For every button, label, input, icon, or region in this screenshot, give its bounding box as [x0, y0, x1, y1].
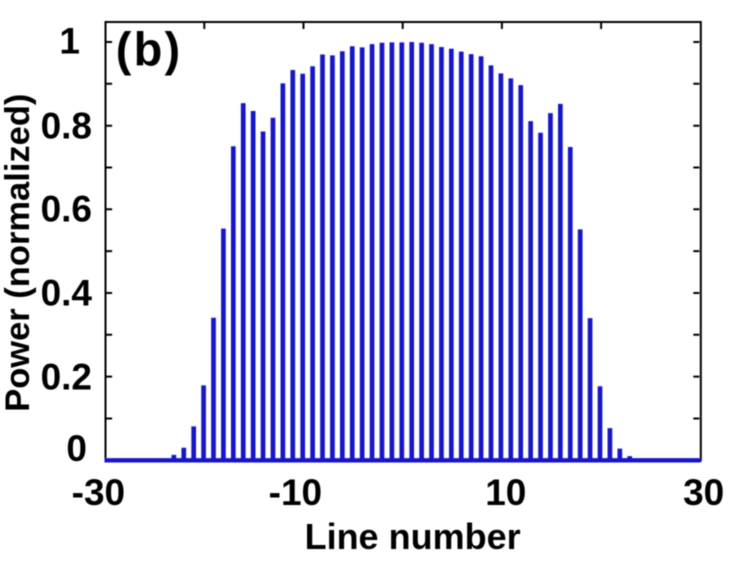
- svg-text:0.6: 0.6: [41, 189, 92, 230]
- svg-text:0: 0: [66, 428, 87, 469]
- svg-text:1: 1: [59, 21, 80, 62]
- svg-text:(b): (b): [116, 22, 183, 75]
- svg-text:0.8: 0.8: [41, 106, 92, 147]
- svg-text:Line number: Line number: [305, 516, 521, 557]
- svg-text:30: 30: [683, 472, 724, 513]
- svg-text:0.2: 0.2: [41, 357, 92, 398]
- svg-text:10: 10: [485, 472, 526, 513]
- svg-text:0.4: 0.4: [41, 272, 93, 313]
- svg-text:Power (normalized): Power (normalized): [0, 94, 37, 412]
- svg-text:-30: -30: [72, 472, 125, 513]
- svg-text:-10: -10: [269, 472, 322, 513]
